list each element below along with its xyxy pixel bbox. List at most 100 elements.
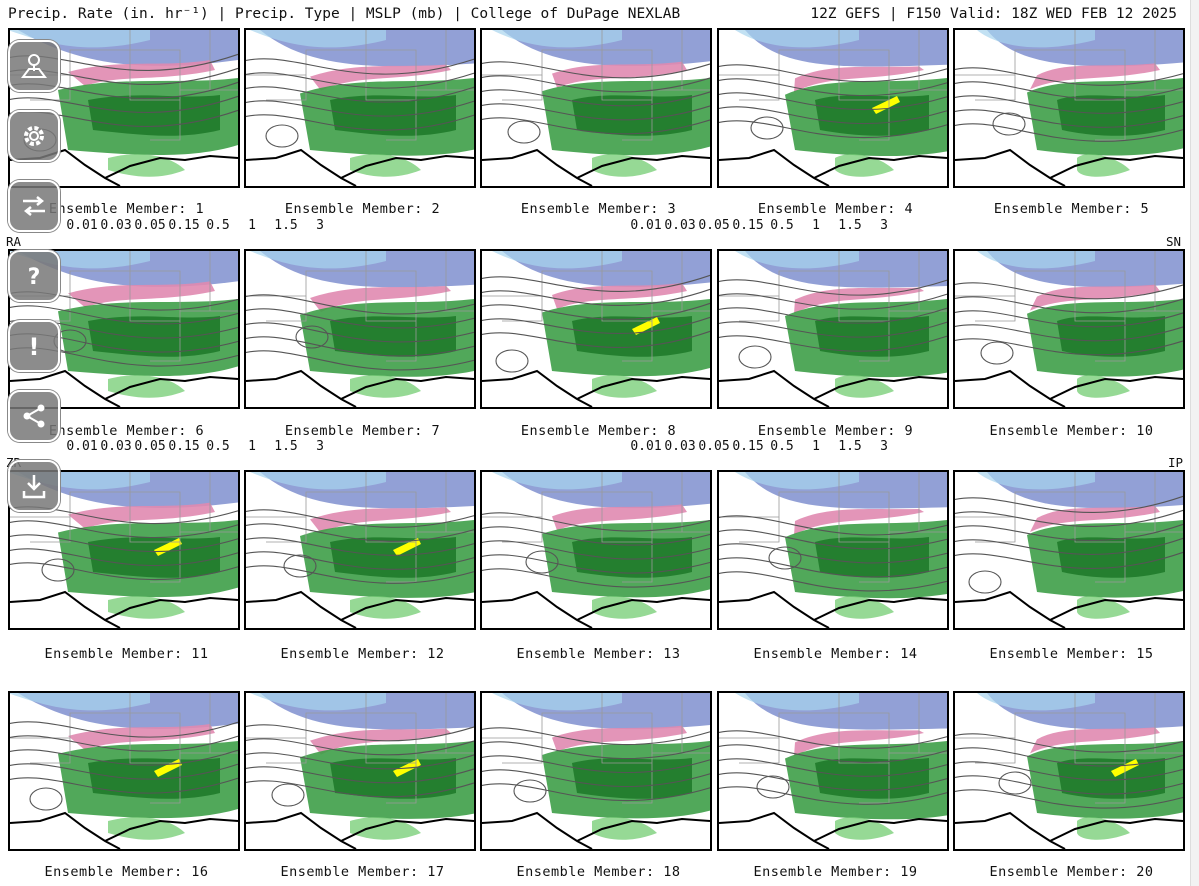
- member-label: Ensemble Member: 8: [520, 423, 677, 439]
- ensemble-panel[interactable]: [8, 691, 240, 851]
- alert-icon: !: [29, 333, 40, 361]
- precip-map: [246, 693, 474, 849]
- legend-tick: 0.5: [206, 439, 230, 454]
- member-label: Ensemble Member: 20: [989, 864, 1154, 880]
- ensemble-panel[interactable]: [953, 691, 1185, 851]
- ensemble-panel[interactable]: [953, 470, 1185, 630]
- legend-tick: 0.15: [732, 218, 764, 233]
- ensemble-panel[interactable]: [480, 691, 712, 851]
- legend-tick: 3: [880, 218, 888, 233]
- page-header: Precip. Rate (in. hr⁻¹) | Precip. Type |…: [0, 0, 1199, 28]
- precip-map: [955, 693, 1183, 849]
- legend-code: SN: [1166, 234, 1182, 249]
- member-label: Ensemble Member: 9: [757, 423, 914, 439]
- member-label: Ensemble Member: 6: [48, 423, 205, 439]
- member-label: Ensemble Member: 13: [516, 646, 681, 662]
- share-button[interactable]: [8, 390, 60, 442]
- precip-map: [246, 472, 474, 628]
- ensemble-panel[interactable]: [480, 28, 712, 188]
- member-label: Ensemble Member: 5: [993, 201, 1150, 217]
- precip-map: [719, 30, 947, 186]
- legend-code: IP: [1168, 455, 1184, 470]
- precip-map: [10, 693, 238, 849]
- legend-tick: 0.15: [168, 218, 200, 233]
- member-label: Ensemble Member: 1: [48, 201, 205, 217]
- precip-map: [246, 30, 474, 186]
- member-label: Ensemble Member: 2: [284, 201, 441, 217]
- ensemble-panel[interactable]: [953, 28, 1185, 188]
- precip-map: [719, 693, 947, 849]
- header-title: Precip. Rate (in. hr⁻¹) | Precip. Type |…: [8, 6, 681, 22]
- legend-tick: 0.15: [732, 439, 764, 454]
- legend-tick: 0.05: [134, 218, 166, 233]
- member-label: Ensemble Member: 19: [753, 864, 918, 880]
- ensemble-panel[interactable]: [244, 691, 476, 851]
- ensemble-panel[interactable]: [953, 249, 1185, 409]
- help-button[interactable]: ?: [8, 250, 60, 302]
- legend-tick: 1: [812, 218, 820, 233]
- precip-map: [482, 472, 710, 628]
- legend-tick: 0.03: [664, 439, 696, 454]
- legend-code: RA: [6, 234, 22, 249]
- member-label: Ensemble Member: 7: [284, 423, 441, 439]
- legend-tick: 1: [248, 439, 256, 454]
- precip-map: [955, 30, 1183, 186]
- svg-text:!: !: [29, 333, 40, 361]
- legend-tick: 0.03: [100, 439, 132, 454]
- help-icon: ?: [28, 265, 41, 290]
- member-label: Ensemble Member: 10: [989, 423, 1154, 439]
- precip-map: [10, 472, 238, 628]
- legend-tick: 0.05: [698, 218, 730, 233]
- share-icon: [23, 404, 45, 428]
- ensemble-panel[interactable]: [480, 470, 712, 630]
- legend-tick: 0.05: [698, 439, 730, 454]
- precip-map: [482, 251, 710, 407]
- precip-map: [482, 30, 710, 186]
- legend-tick: 0.01: [66, 439, 98, 454]
- precip-map: [719, 472, 947, 628]
- precip-map: [719, 251, 947, 407]
- member-label: Ensemble Member: 16: [44, 864, 209, 880]
- ensemble-panel[interactable]: [8, 28, 240, 188]
- map-icon: [21, 54, 47, 78]
- precip-map: [955, 251, 1183, 407]
- settings-button[interactable]: [8, 110, 60, 162]
- header-valid-time: 12Z GEFS | F150 Valid: 18Z WED FEB 12 20…: [810, 6, 1177, 22]
- precip-map: [955, 472, 1183, 628]
- alert-button[interactable]: !: [8, 320, 60, 372]
- ensemble-panel[interactable]: [717, 249, 949, 409]
- legend-tick: 0.01: [630, 218, 662, 233]
- legend-tick: 0.5: [206, 218, 230, 233]
- ensemble-panel[interactable]: [717, 691, 949, 851]
- legend-tick: 0.05: [134, 439, 166, 454]
- legend-tick: 0.03: [664, 218, 696, 233]
- map-button[interactable]: [8, 40, 60, 92]
- download-icon: [22, 475, 46, 499]
- svg-text:?: ?: [28, 265, 41, 290]
- ensemble-panel[interactable]: [244, 249, 476, 409]
- download-button[interactable]: [8, 460, 60, 512]
- ensemble-panel[interactable]: [244, 28, 476, 188]
- legend-tick: 0.01: [66, 218, 98, 233]
- member-label: Ensemble Member: 15: [989, 646, 1154, 662]
- ensemble-panel[interactable]: [717, 470, 949, 630]
- precip-map: [246, 251, 474, 407]
- member-label: Ensemble Member: 18: [516, 864, 681, 880]
- scrollbar[interactable]: [1190, 0, 1199, 886]
- member-label: Ensemble Member: 11: [44, 646, 209, 662]
- legend-tick: 0.03: [100, 218, 132, 233]
- precip-map: [10, 30, 238, 186]
- gear-icon: [24, 126, 44, 146]
- legend-tick: 3: [316, 439, 324, 454]
- member-label: Ensemble Member: 14: [753, 646, 918, 662]
- ensemble-panel[interactable]: [244, 470, 476, 630]
- member-label: Ensemble Member: 3: [520, 201, 677, 217]
- member-label: Ensemble Member: 4: [757, 201, 914, 217]
- legend-tick: 1: [248, 218, 256, 233]
- swap-button[interactable]: [8, 180, 60, 232]
- ensemble-panel[interactable]: [717, 28, 949, 188]
- legend-tick: 3: [880, 439, 888, 454]
- ensemble-panel[interactable]: [480, 249, 712, 409]
- legend-tick: 0.5: [770, 439, 794, 454]
- swap-icon: [23, 196, 45, 216]
